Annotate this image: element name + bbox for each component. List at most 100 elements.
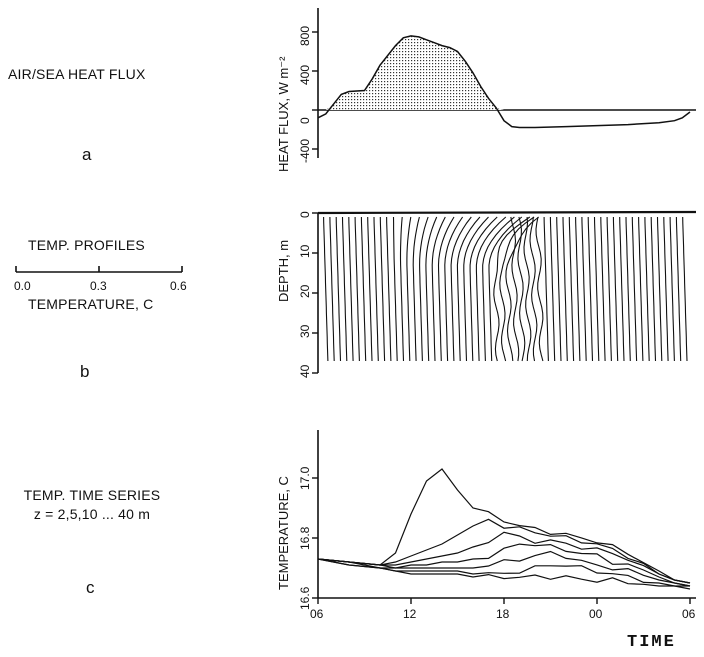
temp-profile	[505, 216, 540, 362]
temp-profile	[450, 216, 472, 362]
panel-c-subtitle: z = 2,5,10 ... 40 m	[33, 506, 151, 522]
temp-series-line-15	[317, 543, 691, 587]
temp-profile	[631, 216, 638, 362]
heat-flux-tick-label: 400	[298, 65, 312, 85]
temp-profile	[444, 216, 464, 362]
temp-profile	[568, 216, 575, 362]
temp-profile	[638, 216, 644, 362]
temp-profile	[682, 216, 688, 362]
surface-line	[317, 210, 697, 215]
temp-profile	[675, 216, 682, 362]
temp-profile	[663, 216, 669, 362]
temp-scale-bar: 0.0 0.3 0.6	[14, 266, 187, 293]
temp-profile	[348, 216, 354, 362]
temp-series-line-5	[317, 518, 691, 584]
temp-profile	[535, 216, 544, 362]
time-tick-label: 06	[682, 607, 696, 621]
time-tick-label: 12	[403, 607, 417, 621]
temp-series-line-20	[317, 550, 691, 587]
time-tick-label: 18	[496, 607, 510, 621]
temp-profile	[431, 216, 446, 362]
temp-tick-label: 16.8	[298, 526, 312, 550]
temp-profile	[517, 216, 526, 362]
temp-y-label: TEMPERATURE, C	[276, 476, 291, 590]
temp-profile	[644, 216, 650, 362]
scale-tick-0: 0.0	[14, 279, 31, 293]
heat-flux-line	[317, 35, 691, 129]
temp-profile	[581, 216, 587, 362]
heat-flux-tick-label: -400	[298, 139, 312, 163]
temp-profile	[587, 216, 594, 362]
temp-series-line-10	[317, 531, 691, 584]
panel-a-title: AIR/SEA HEAT FLUX	[8, 66, 146, 82]
temp-tick-label: 16.6	[298, 586, 312, 610]
heat-flux-y-label: HEAT FLUX, W m⁻²	[276, 56, 291, 172]
temp-profile	[482, 216, 515, 362]
temp-profile	[354, 216, 360, 362]
temp-series-line-2	[317, 468, 691, 584]
temp-profile	[600, 216, 606, 362]
temp-profile	[523, 216, 532, 362]
panel-b-letter: b	[80, 362, 90, 381]
temp-profile	[379, 216, 386, 362]
temp-profile	[386, 216, 392, 362]
temp-profile	[335, 216, 342, 362]
temp-profile	[392, 216, 398, 362]
temp-profile	[488, 216, 523, 362]
temp-series-line-40	[317, 558, 691, 590]
temp-profiles-panel: 0 10 20 30 40 DEPTH, m	[276, 210, 697, 378]
temp-profile	[625, 216, 631, 362]
temp-profile	[419, 216, 429, 362]
temp-profile	[529, 216, 538, 362]
panel-c-letter: c	[86, 578, 95, 597]
depth-tick-label: 20	[298, 284, 312, 298]
depth-tick-label: 0	[298, 211, 312, 218]
temp-profile	[493, 216, 531, 362]
temp-profile	[367, 216, 373, 362]
depth-tick-label: 40	[298, 364, 312, 378]
temp-profile	[606, 216, 612, 362]
temp-profile	[510, 216, 520, 362]
temp-series-panel: 16.6 16.8 17.0 06 12 18 00 06 TEMPERATURE, C	[276, 430, 696, 621]
temp-tick-label: 17.0	[298, 466, 312, 490]
temp-profile	[556, 216, 562, 362]
depth-tick-label: 10	[298, 244, 312, 258]
temp-profile	[360, 216, 367, 362]
temp-profile	[437, 216, 455, 362]
x-axis-label: TIME	[627, 633, 676, 652]
temp-profile	[456, 216, 481, 362]
panel-b-scale-label: TEMPERATURE, C	[28, 296, 154, 312]
temp-profile	[373, 216, 379, 362]
temp-profile	[612, 216, 619, 362]
temp-profile	[650, 216, 657, 362]
temp-series-line-30	[317, 558, 690, 587]
temp-profile	[499, 216, 535, 362]
temp-profile	[562, 216, 568, 362]
temp-profile	[412, 216, 420, 362]
depth-y-label: DEPTH, m	[276, 240, 291, 302]
temp-profile	[475, 216, 507, 362]
temp-profile	[463, 216, 489, 362]
scale-tick-1: 0.3	[90, 279, 107, 293]
heat-flux-positive-area	[318, 35, 690, 110]
temp-profile	[329, 216, 335, 362]
time-tick-label: 00	[589, 607, 603, 621]
temp-profile	[593, 216, 600, 362]
panel-c-title: TEMP. TIME SERIES	[23, 487, 161, 503]
temp-profile	[399, 216, 405, 362]
panel-a-letter: a	[82, 145, 92, 164]
temp-profile	[323, 216, 329, 362]
temp-profile	[619, 216, 625, 362]
temp-profile	[575, 216, 581, 362]
temp-profile	[469, 216, 498, 362]
temp-profile	[669, 216, 675, 362]
temp-profile	[406, 216, 412, 362]
scale-tick-2: 0.6	[170, 279, 187, 293]
temp-profile	[543, 216, 549, 362]
temp-profile	[341, 216, 348, 362]
heat-flux-tick-label: 800	[298, 26, 312, 46]
temp-profile	[549, 216, 556, 362]
temp-profile	[656, 216, 663, 362]
temp-profile	[425, 216, 438, 362]
